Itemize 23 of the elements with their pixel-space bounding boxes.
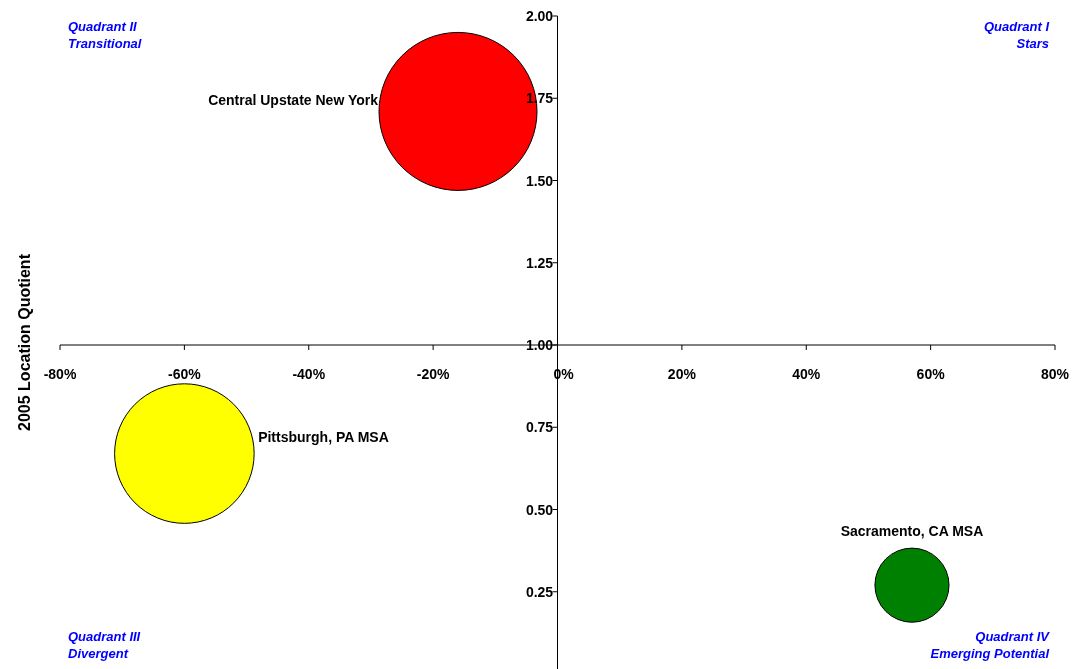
x-tick-label: -20% [416, 366, 451, 382]
annotation: Quadrant II Transitional [68, 19, 142, 51]
y-tick-label: 1.00 [525, 337, 554, 353]
y-axis-title: 2005 Location Quotient [16, 253, 33, 431]
x-tick-label: 60% [916, 366, 946, 382]
y-tick-label: 0.50 [525, 501, 554, 518]
annotation: Quadrant III Divergent [68, 629, 141, 661]
series-label: Pittsburgh, PA MSA [258, 428, 389, 445]
x-tick-label: -40% [292, 366, 326, 382]
x-tick-label: 80% [1040, 366, 1070, 382]
x-tick-label: 20% [667, 366, 697, 382]
series-label: Sacramento, CA MSA [840, 523, 984, 540]
y-tick-label: 0.75 [525, 419, 554, 436]
annotation: Quadrant I Stars [983, 19, 1050, 51]
y-tick-label: 1.25 [525, 254, 554, 271]
series-label: Central Upstate New York [208, 92, 379, 109]
y-tick-label: 0.25 [525, 583, 554, 600]
y-tick-label: 2.00 [525, 8, 554, 24]
y-tick-label: 1.50 [525, 172, 554, 189]
x-tick-label: -60% [168, 366, 202, 382]
x-tick-label: -80% [43, 366, 77, 382]
annotation: Quadrant IV Emerging Potential [930, 629, 1051, 661]
x-tick-label: 40% [792, 366, 821, 382]
